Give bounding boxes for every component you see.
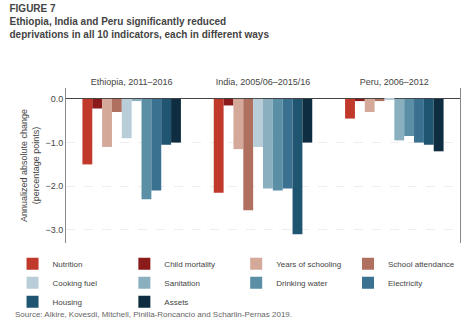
svg-text:−2.0: −2.0 (45, 181, 63, 191)
svg-text:−3.0: −3.0 (45, 225, 63, 235)
svg-text:Assets: Assets (164, 298, 188, 307)
svg-text:India, 2005/06–2015/16: India, 2005/06–2015/16 (216, 77, 311, 87)
svg-text:School attendance: School attendance (388, 260, 455, 269)
svg-text:Peru, 2006–2012: Peru, 2006–2012 (360, 77, 429, 87)
svg-text:Ethiopia, 2011–2016: Ethiopia, 2011–2016 (91, 77, 173, 87)
svg-text:Annualized absolute change(per: Annualized absolute change(percentage po… (19, 109, 41, 222)
svg-text:Years of schooling: Years of schooling (276, 260, 341, 269)
svg-text:Nutrition: Nutrition (53, 260, 83, 269)
svg-text:Cooking fuel: Cooking fuel (53, 279, 98, 288)
svg-text:Housing: Housing (53, 298, 82, 307)
svg-text:0.0: 0.0 (51, 94, 64, 104)
svg-text:Source: Alkire, Kovesdi, Mitch: Source: Alkire, Kovesdi, Mitchell, Pinil… (15, 310, 292, 319)
svg-text:Sanitation: Sanitation (164, 279, 200, 288)
svg-text:Drinking water: Drinking water (276, 279, 327, 288)
svg-text:−1.0: −1.0 (45, 138, 63, 148)
svg-text:Electricity: Electricity (388, 279, 422, 288)
svg-text:Child mortality: Child mortality (164, 260, 215, 269)
svg-text:FIGURE 7Ethiopia, India and Pe: FIGURE 7Ethiopia, India and Peru signifi… (9, 3, 269, 40)
